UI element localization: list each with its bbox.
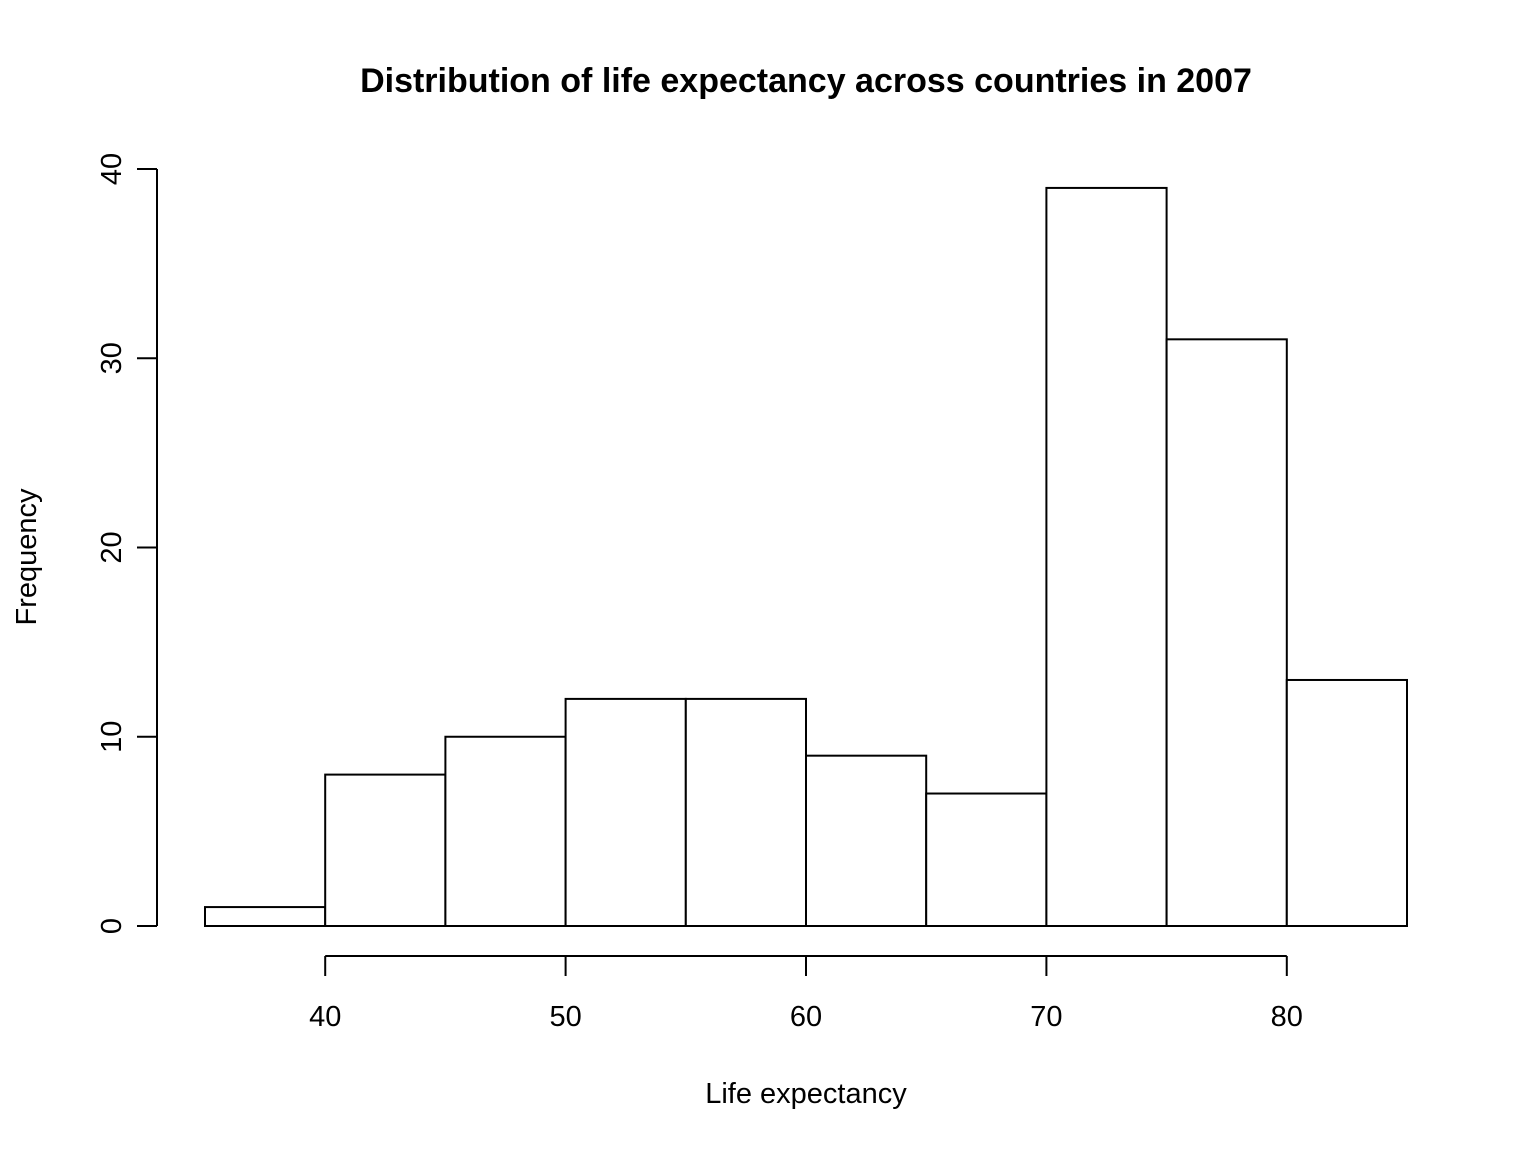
histogram-bar [1045,186,1168,928]
histogram-bar [444,735,567,927]
histogram-bar [1285,678,1409,927]
y-tick-label: 30 [96,342,128,374]
histogram-bar [204,906,327,928]
x-tick-label: 60 [790,1001,822,1033]
histogram-bar [564,697,687,928]
y-tick-label: 0 [96,918,128,934]
x-axis: 40 50 60 70 80 [309,955,1303,1033]
x-tick-label: 40 [309,1001,341,1033]
x-axis-label: Life expectancy [705,1078,907,1110]
y-axis: 0 10 20 30 40 [96,153,158,934]
histogram-bar [324,773,447,927]
chart-title: Distribution of life expectancy across c… [360,62,1252,100]
histogram-bar [684,697,807,928]
y-tick-label: 20 [96,531,128,563]
histogram-bar [805,754,928,927]
x-tick-label: 80 [1271,1001,1303,1033]
x-tick-label: 70 [1030,1001,1062,1033]
x-tick-label: 50 [549,1001,581,1033]
histogram-bar [925,792,1048,928]
y-axis-label: Frequency [11,488,43,626]
y-tick-label: 40 [96,153,128,185]
histogram-bar [1165,338,1288,927]
histogram-bars [204,186,1409,928]
y-tick-label: 10 [96,721,128,753]
